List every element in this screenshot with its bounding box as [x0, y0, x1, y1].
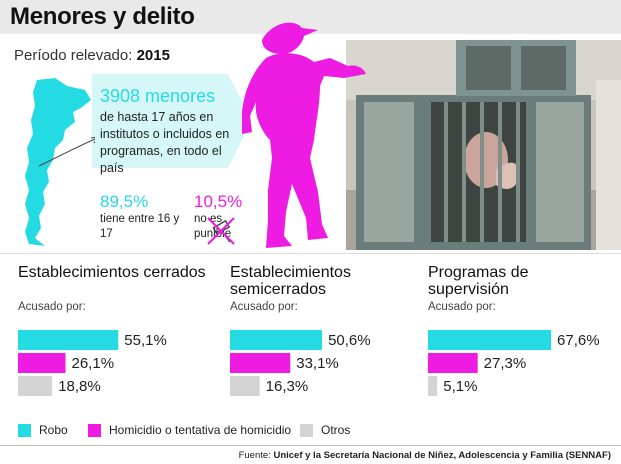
- legend-item-otros: Otros: [300, 423, 350, 437]
- bar-label-supervision-otros: 5,1%: [443, 378, 477, 395]
- bar-closed-otros: [18, 376, 53, 396]
- bar-label-closed-robo: 55,1%: [124, 332, 167, 349]
- legend-swatch-otros: [300, 423, 313, 437]
- group-subtitle-supervision: Acusado por:: [428, 301, 496, 313]
- bar-label-semiclosed-homicidio: 33,1%: [296, 355, 339, 372]
- bar-label-supervision-robo: 67,6%: [557, 332, 600, 349]
- bar-semiclosed-homicidio: [230, 353, 291, 373]
- period-label: Período relevado:: [14, 47, 133, 64]
- bar-label-closed-otros: 18,8%: [58, 378, 101, 395]
- legend-label-otros: Otros: [321, 423, 351, 437]
- source-divider: [0, 445, 621, 446]
- legend-swatch-robo: [18, 423, 31, 437]
- legend-swatch-homicidio: [88, 423, 101, 437]
- not-allowed-gavel-icon: [207, 217, 235, 245]
- total-minors-description: de hasta 17 años en institutos o incluid…: [100, 110, 230, 175]
- bar-closed-homicidio: [18, 353, 66, 373]
- source-label: Fuente:: [238, 450, 271, 461]
- group-title-semiclosed: Establecimientos semicerrados: [230, 264, 351, 298]
- bar-semiclosed-otros: [230, 376, 260, 396]
- age-16-17-percentage: 89,5%: [100, 192, 149, 211]
- group-title-closed: Establecimientos cerrados: [18, 264, 206, 281]
- total-minors: 3908 menores: [100, 86, 216, 106]
- legend-item-robo: Robo: [18, 423, 68, 437]
- page-title: Menores y delito: [10, 3, 195, 30]
- group-subtitle-closed: Acusado por:: [18, 301, 86, 313]
- youth-silhouette-figure: [242, 22, 366, 248]
- period-line: Período relevado: 2015: [14, 47, 170, 64]
- section-divider: [0, 253, 621, 254]
- argentina-map-icon: [25, 78, 95, 246]
- bar-label-closed-homicidio: 26,1%: [72, 355, 115, 372]
- prison-window-photo: [346, 40, 621, 250]
- bar-label-supervision-homicidio: 27,3%: [484, 355, 527, 372]
- group-subtitle-semiclosed: Acusado por:: [230, 301, 298, 313]
- legend-item-homicidio: Homicidio o tentativa de homicidio: [88, 423, 291, 437]
- source-text: Unicef y la Secretaría Nacional de Niñez…: [273, 450, 611, 461]
- bar-supervision-homicidio: [428, 353, 478, 373]
- source-note: Fuente: Unicef y la Secretaría Nacional …: [239, 450, 611, 461]
- legend-label-homicidio: Homicidio o tentativa de homicidio: [109, 423, 292, 437]
- title-band: [0, 0, 621, 34]
- bar-supervision-robo: [428, 330, 552, 350]
- bar-semiclosed-robo: [230, 330, 323, 350]
- legend-label-robo: Robo: [39, 423, 68, 437]
- age-16-17-description: tiene entre 16 y 17: [100, 213, 180, 240]
- bar-label-semiclosed-otros: 16,3%: [266, 378, 309, 395]
- period-year: 2015: [136, 47, 170, 64]
- bar-supervision-otros: [428, 376, 438, 396]
- bar-closed-robo: [18, 330, 119, 350]
- group-title-supervision: Programas de supervisión: [428, 264, 529, 298]
- not-punishable-percentage: 10,5%: [194, 192, 243, 211]
- bar-label-semiclosed-robo: 50,6%: [328, 332, 371, 349]
